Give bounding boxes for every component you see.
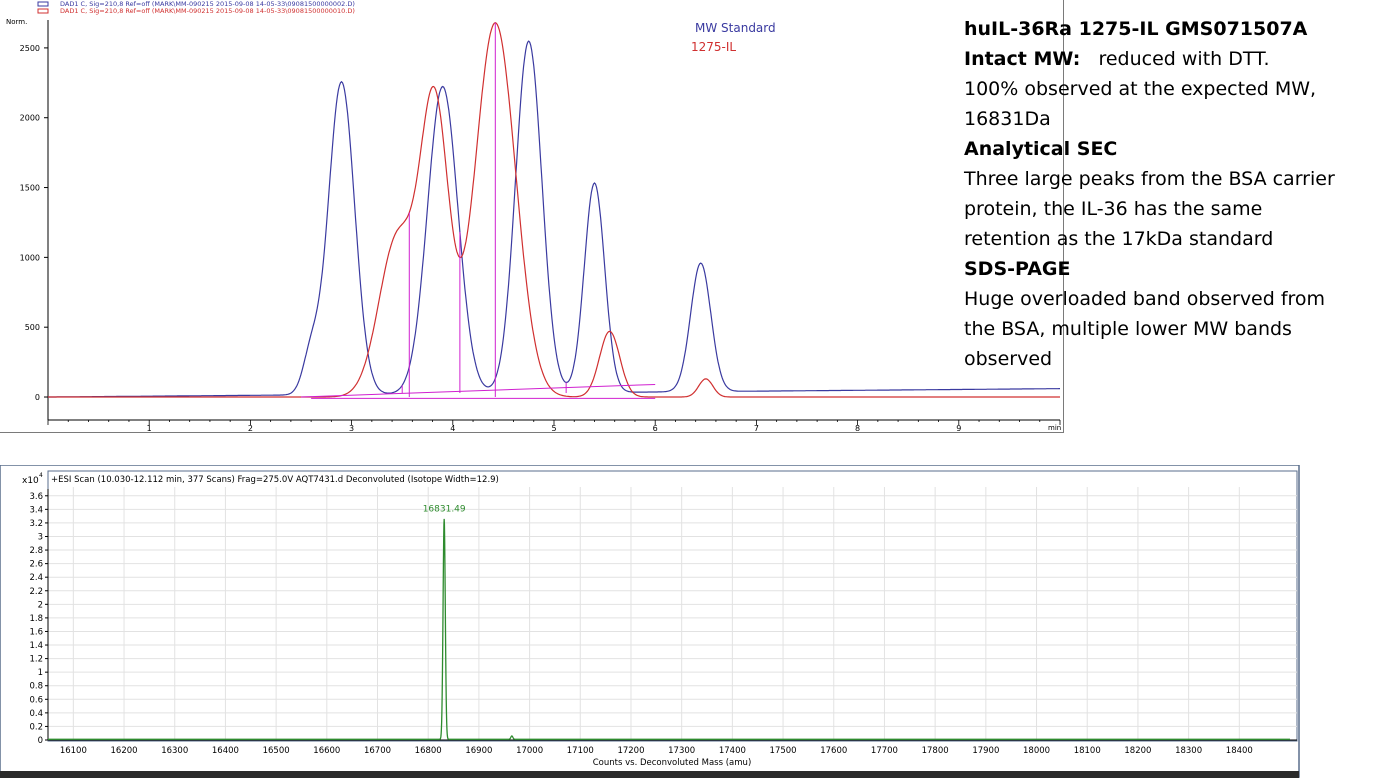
y-tick-label: 1 xyxy=(38,668,43,678)
sds-line-2: the BSA, multiple lower MW bands xyxy=(964,318,1292,340)
x-tick-label: 16600 xyxy=(313,746,340,756)
y-tick-label: 2.4 xyxy=(29,573,43,583)
y-multiplier: x10 xyxy=(22,476,39,486)
notes-intact-line: Intact MW: reduced with DTT. xyxy=(964,44,1374,74)
y-tick-label: 2 xyxy=(38,600,43,610)
intact-label: Intact MW: xyxy=(964,48,1081,70)
ms-chart: +ESI Scan (10.030-12.112 min, 377 Scans)… xyxy=(0,465,1300,778)
sds-line-1: Huge overloaded band observed from xyxy=(964,288,1326,310)
sec-chart: DAD1 C, Sig=210,8 Ref=off (MARK\MM-09021… xyxy=(6,0,1061,433)
sec-line-1: Three large peaks from the BSA carrier xyxy=(964,168,1335,190)
y-exponent: 4 xyxy=(39,472,43,479)
header-swatch-0 xyxy=(37,1,49,7)
x-tick-label: 2 xyxy=(248,424,253,433)
y-tick-label: 2500 xyxy=(20,44,40,53)
sec-line-3: retention as the 17kDa standard xyxy=(964,228,1274,250)
x-tick-label: 16400 xyxy=(212,746,239,756)
y-tick-label: 0.4 xyxy=(29,709,43,719)
bottom-strip xyxy=(0,771,1299,778)
header-swatch-1 xyxy=(37,8,49,14)
x-tick-label: 6 xyxy=(653,424,658,433)
y-tick-label: 1.4 xyxy=(29,641,43,651)
ms-deconvoluted-panel: +ESI Scan (10.030-12.112 min, 377 Scans)… xyxy=(0,465,1300,778)
intact-line-2: 100% observed at the expected MW, xyxy=(964,78,1317,100)
y-tick-label: 1.2 xyxy=(29,655,43,665)
x-tick-label: 17200 xyxy=(617,746,644,756)
sec-heading: Analytical SEC xyxy=(964,138,1118,160)
x-tick-label: 4 xyxy=(450,424,455,433)
x-tick-label: 16200 xyxy=(111,746,138,756)
x-unit-label: min xyxy=(1048,424,1061,432)
x-tick-label: 16700 xyxy=(364,746,391,756)
x-tick-label: 1 xyxy=(147,424,152,433)
y-tick-label: 3.4 xyxy=(29,505,43,515)
x-tick-label: 3 xyxy=(349,424,354,433)
x-tick-label: 17900 xyxy=(972,746,999,756)
x-tick-label: 9 xyxy=(956,424,961,433)
x-tick-label: 16800 xyxy=(415,746,442,756)
x-tick-label: 18300 xyxy=(1175,746,1202,756)
y-tick-label: 0.8 xyxy=(29,682,43,692)
y-tick-label: 0 xyxy=(38,736,43,746)
x-tick-label: 5 xyxy=(551,424,556,433)
y-tick-label: 2.8 xyxy=(29,546,43,556)
x-tick-label: 17800 xyxy=(922,746,949,756)
x-tick-label: 18000 xyxy=(1023,746,1050,756)
ms-plot-area xyxy=(47,470,1298,742)
x-tick-label: 17500 xyxy=(770,746,797,756)
notes-title: huIL-36Ra 1275-IL GMS071507A xyxy=(964,18,1308,40)
x-tick-label: 17300 xyxy=(668,746,695,756)
x-axis-label: Counts vs. Deconvoluted Mass (amu) xyxy=(593,758,752,768)
header-line-1: DAD1 C, Sig=210,8 Ref=off (MARK\MM-09021… xyxy=(60,7,355,15)
y-tick-label: 1000 xyxy=(20,253,40,262)
y-tick-label: 0.2 xyxy=(29,722,43,732)
sds-line-3: observed xyxy=(964,348,1053,370)
y-tick-label: 2.2 xyxy=(29,587,43,597)
y-unit-label: Norm. xyxy=(6,18,27,26)
y-tick-label: 0.6 xyxy=(29,695,43,705)
peak-label: 16831.49 xyxy=(423,505,466,515)
y-tick-label: 3.2 xyxy=(29,519,43,529)
y-tick-label: 1.8 xyxy=(29,614,43,624)
y-tick-label: 3 xyxy=(38,532,43,542)
intact-line-3: 16831Da xyxy=(964,108,1051,130)
legend-entry-1: 1275-IL xyxy=(691,40,736,54)
header-line-0: DAD1 C, Sig=210,8 Ref=off (MARK\MM-09021… xyxy=(60,0,355,8)
intact-text: reduced with DTT. xyxy=(1098,48,1270,70)
x-tick-label: 17100 xyxy=(567,746,594,756)
x-tick-label: 17400 xyxy=(719,746,746,756)
y-tick-label: 2.6 xyxy=(29,560,43,570)
x-tick-label: 16500 xyxy=(263,746,290,756)
x-tick-label: 18200 xyxy=(1124,746,1151,756)
x-tick-label: 18400 xyxy=(1226,746,1253,756)
y-tick-label: 0 xyxy=(35,393,40,402)
x-tick-label: 16300 xyxy=(161,746,188,756)
x-tick-label: 18100 xyxy=(1074,746,1101,756)
y-tick-label: 2000 xyxy=(20,114,40,123)
y-tick-label: 3.6 xyxy=(29,492,43,502)
notes-panel: huIL-36Ra 1275-IL GMS071507A Intact MW: … xyxy=(964,14,1374,374)
x-tick-label: 8 xyxy=(855,424,860,433)
x-tick-label: 16100 xyxy=(60,746,87,756)
integration-baseline-0 xyxy=(300,383,656,398)
series-line-0 xyxy=(48,40,1060,398)
y-tick-label: 1.6 xyxy=(29,627,43,637)
x-tick-label: 17000 xyxy=(516,746,543,756)
y-tick-label: 500 xyxy=(25,323,40,332)
x-tick-label: 17600 xyxy=(820,746,847,756)
legend-entry-0: MW Standard xyxy=(695,21,776,35)
ms-header: +ESI Scan (10.030-12.112 min, 377 Scans)… xyxy=(51,475,499,485)
x-tick-label: 16900 xyxy=(465,746,492,756)
sec-chromatogram-panel: DAD1 C, Sig=210,8 Ref=off (MARK\MM-09021… xyxy=(0,0,1064,433)
x-tick-label: 7 xyxy=(754,424,759,433)
x-tick-label: 17700 xyxy=(871,746,898,756)
series-line-1 xyxy=(48,22,1060,398)
spectrum-line xyxy=(48,518,1290,740)
y-tick-label: 1500 xyxy=(20,184,40,193)
sds-heading: SDS-PAGE xyxy=(964,258,1071,280)
sec-line-2: protein, the IL-36 has the same xyxy=(964,198,1263,220)
